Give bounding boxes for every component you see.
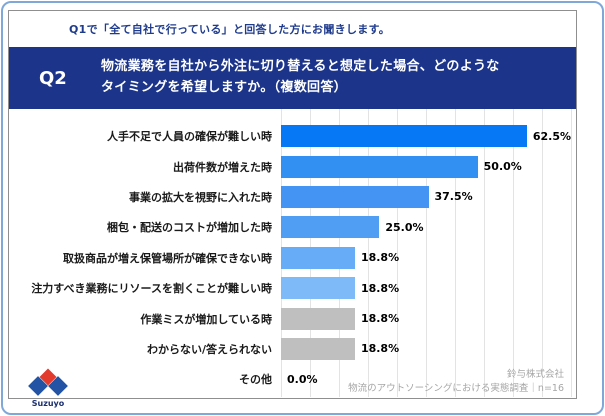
value-label: 25.0% [385, 220, 424, 234]
chart-row: 注力すべき業務にリソースを割くことが難しい時 18.8% [9, 273, 576, 303]
bar [281, 216, 380, 239]
value-label: 18.8% [360, 251, 400, 265]
qualifier-text: Q1で「全て自社で行っている」と回答した方にお聞きします。 [69, 23, 391, 36]
logo-wordmark: Suzuyo [31, 399, 65, 408]
value-label: 50.0% [483, 160, 522, 174]
source-survey: 物流のアウトソーシングにおける実態調査｜n=16 [348, 382, 564, 394]
source-company: 鈴与株式会社 [506, 368, 564, 380]
category-label: 作業ミスが増加している時 [140, 312, 272, 326]
category-label: 注力すべき業務にリソースを割くことが難しい時 [31, 282, 272, 296]
chart-row: 出荷件数が増えた時 50.0% [9, 151, 576, 181]
bar [281, 155, 478, 178]
category-label: その他 [239, 373, 272, 387]
bar [281, 246, 355, 269]
bar-track: 18.8% [281, 307, 576, 330]
category-label: わからない/答えられない [146, 342, 272, 356]
value-label: 18.8% [360, 281, 400, 295]
category-label: 出荷件数が増えた時 [173, 160, 272, 174]
question-text: 物流業務を自社から外注に切り替えると想定した場合、どのような タイミングを希望し… [101, 57, 500, 99]
category-label: 事業の拡大を視野に入れた時 [129, 190, 272, 204]
chart-row: 人手不足で人員の確保が難しい時 62.5% [9, 121, 576, 151]
chart-rows: 人手不足で人員の確保が難しい時 62.5% 出荷件数が増えた時 50.0% 事業の拡大を… [9, 121, 576, 395]
bar [281, 307, 355, 330]
qualifier-band: Q1で「全て自社で行っている」と回答した方にお聞きします。 [9, 11, 576, 47]
bar-track: 18.8% [281, 337, 576, 360]
value-label: 18.8% [360, 342, 400, 356]
bar-track: 18.8% [281, 246, 576, 269]
bar-track: 50.0% [281, 155, 576, 178]
chart-row: 取扱商品が増え保管場所が確保できない時 18.8% [9, 243, 576, 273]
bar [281, 125, 527, 148]
bar-track: 18.8% [281, 277, 576, 300]
bar-chart: 人手不足で人員の確保が難しい時 62.5% 出荷件数が増えた時 50.0% 事業の拡大を… [9, 109, 576, 398]
question-banner: Q2 物流業務を自社から外注に切り替えると想定した場合、どのような タイミングを… [9, 47, 576, 109]
chart-row: 梱包・配送のコストが増加した時 25.0% [9, 212, 576, 242]
survey-card: Q1で「全て自社で行っている」と回答した方にお聞きします。 Q2 物流業務を自社… [8, 10, 577, 399]
question-text-line1: 物流業務を自社から外注に切り替えると想定した場合、どのような [101, 59, 500, 75]
bar-track: 25.0% [281, 216, 576, 239]
bar-track: 37.5% [281, 185, 576, 208]
value-label: 18.8% [360, 312, 400, 326]
chart-row: わからない/答えられない 18.8% [9, 334, 576, 364]
bar-track: 62.5% [281, 125, 576, 148]
category-label: 梱包・配送のコストが増加した時 [107, 221, 272, 235]
value-label: 62.5% [532, 129, 571, 143]
question-text-line2: タイミングを希望しますか。（複数回答） [101, 80, 347, 95]
category-label: 人手不足で人員の確保が難しい時 [107, 130, 272, 144]
chart-row: その他 0.0% [9, 364, 576, 394]
bar-track: 0.0% [281, 368, 576, 390]
value-label: 37.5% [434, 190, 473, 204]
bar [281, 185, 429, 208]
bar [281, 337, 355, 360]
chart-row: 作業ミスが増加している時 18.8% [9, 303, 576, 333]
category-label: 取扱商品が増え保管場所が確保できない時 [63, 251, 272, 265]
suzuyo-logo-icon [28, 368, 68, 397]
chart-row: 事業の拡大を視野に入れた時 37.5% [9, 182, 576, 212]
value-label: 0.0% [287, 372, 318, 386]
bar [281, 277, 355, 300]
source-note: 鈴与株式会社 物流のアウトソーシングにおける実態調査｜n=16 [348, 368, 564, 397]
suzuyo-logo: Suzuyo [22, 368, 74, 408]
question-number: Q2 [39, 67, 67, 89]
